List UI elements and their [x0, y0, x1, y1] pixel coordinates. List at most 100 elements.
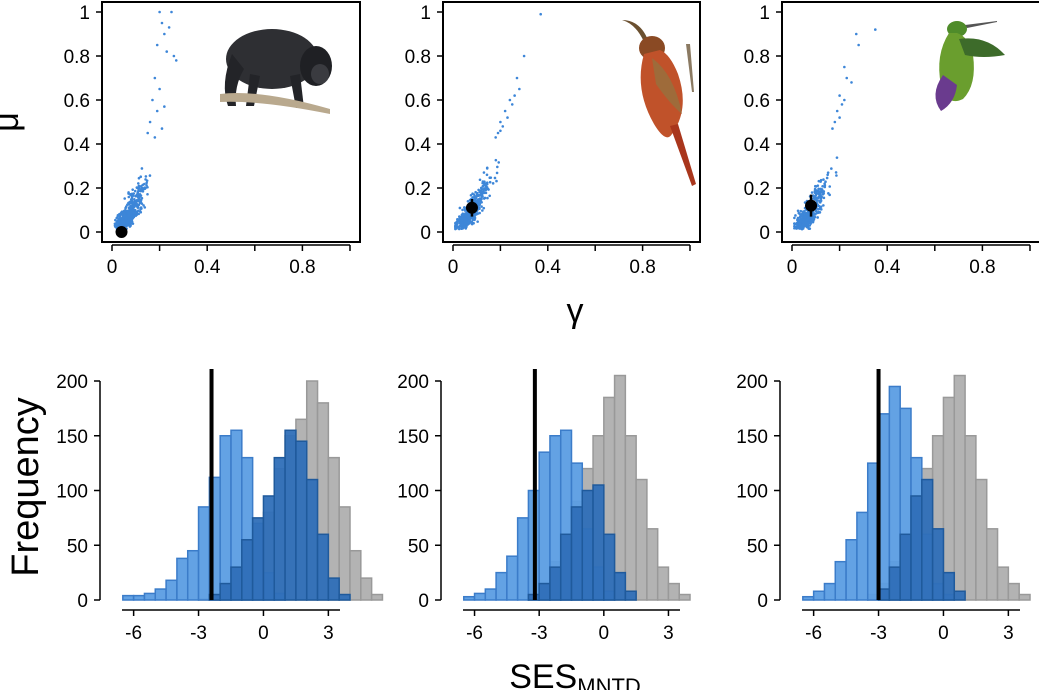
- scatter-point: [127, 201, 130, 205]
- hist-bar-dark-blue: [538, 582, 551, 601]
- scatter-point: [470, 220, 474, 223]
- hist-bar-dark-blue: [592, 484, 605, 601]
- scatter-point: [123, 197, 127, 200]
- scatter-point: [499, 129, 502, 133]
- scatter-point: [818, 196, 822, 199]
- hist-bar-light-blue: [834, 560, 847, 601]
- y-tick-label: 100: [736, 482, 768, 503]
- scatter-point: [458, 206, 462, 210]
- scatter-point: [477, 201, 481, 205]
- hist-bar-dark-blue: [888, 566, 901, 601]
- hist-bar-gray: [338, 506, 351, 601]
- y-tick-label: 150: [56, 427, 88, 448]
- scatter-point: [522, 54, 526, 58]
- scatter-point: [118, 215, 122, 219]
- bottom-x-axis-title: SESMNTD: [509, 658, 641, 690]
- scatter-point: [810, 220, 814, 224]
- hist-bar-gray: [975, 478, 988, 601]
- scatter-point: [132, 214, 136, 218]
- y-tick-label: 0.8: [405, 47, 431, 68]
- scatter-point: [798, 223, 802, 227]
- scatter-point: [799, 216, 802, 220]
- scatter-point: [491, 182, 495, 185]
- scatter-point: [485, 181, 489, 184]
- scatter-point: [794, 214, 797, 217]
- scatter-point: [138, 192, 142, 196]
- hist-bar-gray: [678, 593, 691, 601]
- scatter-point: [797, 225, 801, 229]
- hist-bar-dark-blue: [316, 533, 330, 601]
- scatter-point: [139, 198, 143, 202]
- hist-bar-gray: [370, 593, 384, 601]
- scatter-point: [461, 208, 464, 212]
- scatter-point: [124, 205, 128, 208]
- hist-bar-light-blue: [197, 506, 211, 601]
- x-tick-label: -3: [190, 623, 207, 644]
- y-tick-label: 0.6: [64, 91, 90, 112]
- hist-bar-gray: [635, 478, 648, 601]
- scatter-point: [799, 219, 803, 223]
- scatter-point: [145, 181, 148, 185]
- scatter-point: [826, 171, 830, 174]
- scatter-point: [874, 28, 877, 31]
- hist-bar-dark-blue: [295, 440, 308, 601]
- scatter-point: [816, 189, 820, 192]
- y-tick-label: 0.8: [64, 47, 90, 68]
- scatter-point: [798, 212, 801, 216]
- scatter-point: [127, 195, 131, 199]
- scatter-point: [482, 206, 486, 210]
- scatter-point: [125, 221, 129, 224]
- y-tick-label: 0.2: [405, 179, 431, 200]
- x-tick-label: 0.4: [535, 257, 562, 278]
- scatter-point: [835, 109, 839, 113]
- scatter-point: [130, 197, 134, 200]
- scatter-point: [813, 184, 817, 188]
- scatter-point: [456, 225, 460, 229]
- hist-bar-dark-blue: [262, 495, 276, 601]
- hist-bar-light-blue: [823, 582, 837, 601]
- scatter-point: [132, 205, 136, 209]
- observed-point: [115, 226, 128, 238]
- scatter-point: [129, 216, 133, 219]
- hist-bar-dark-blue: [931, 528, 945, 601]
- hist-bar-dark-blue: [899, 533, 912, 601]
- scatter-point: [794, 222, 798, 226]
- bottom-y-axis-title: Frequency: [5, 397, 47, 577]
- scatter-point: [130, 199, 134, 202]
- hist-bar-gray: [646, 528, 659, 601]
- hist-bar-gray: [953, 374, 966, 601]
- scatter-point: [854, 32, 858, 36]
- x-tick-label: 0: [787, 257, 798, 278]
- scatter-point: [825, 176, 829, 180]
- scatter-point: [464, 214, 467, 217]
- scatter-point: [805, 212, 808, 216]
- scatter-point: [145, 184, 148, 187]
- y-tick-label: 150: [736, 427, 768, 448]
- scatter-point: [135, 186, 139, 190]
- scatter-point: [799, 209, 803, 213]
- hist-bar-light-blue: [219, 435, 232, 601]
- scatter-point: [806, 214, 810, 217]
- x-tick-label: 3: [323, 623, 334, 644]
- scatter-point: [137, 184, 141, 188]
- scatter-point: [793, 226, 797, 229]
- scatter-point: [121, 223, 125, 227]
- scatter-point: [793, 216, 796, 220]
- y-tick-label: 0.2: [744, 179, 770, 200]
- x-tick-label: 0.8: [289, 257, 315, 278]
- scatter-point: [131, 194, 135, 197]
- scatter-point: [857, 43, 860, 47]
- scatter-point: [496, 131, 500, 135]
- x-tick-label: 0.4: [194, 257, 221, 278]
- scatter-point: [796, 216, 800, 220]
- scatter-point: [817, 204, 821, 208]
- x-tick-label: -6: [805, 623, 822, 644]
- scatter-point: [816, 216, 819, 219]
- scatter-point: [130, 205, 134, 208]
- scatter-point: [495, 179, 498, 183]
- scatter-point: [118, 220, 121, 224]
- hist-bar-dark-blue: [559, 533, 573, 601]
- y-tick-label: 200: [397, 372, 429, 393]
- scatter-point: [474, 213, 477, 216]
- scatter-point: [122, 215, 126, 219]
